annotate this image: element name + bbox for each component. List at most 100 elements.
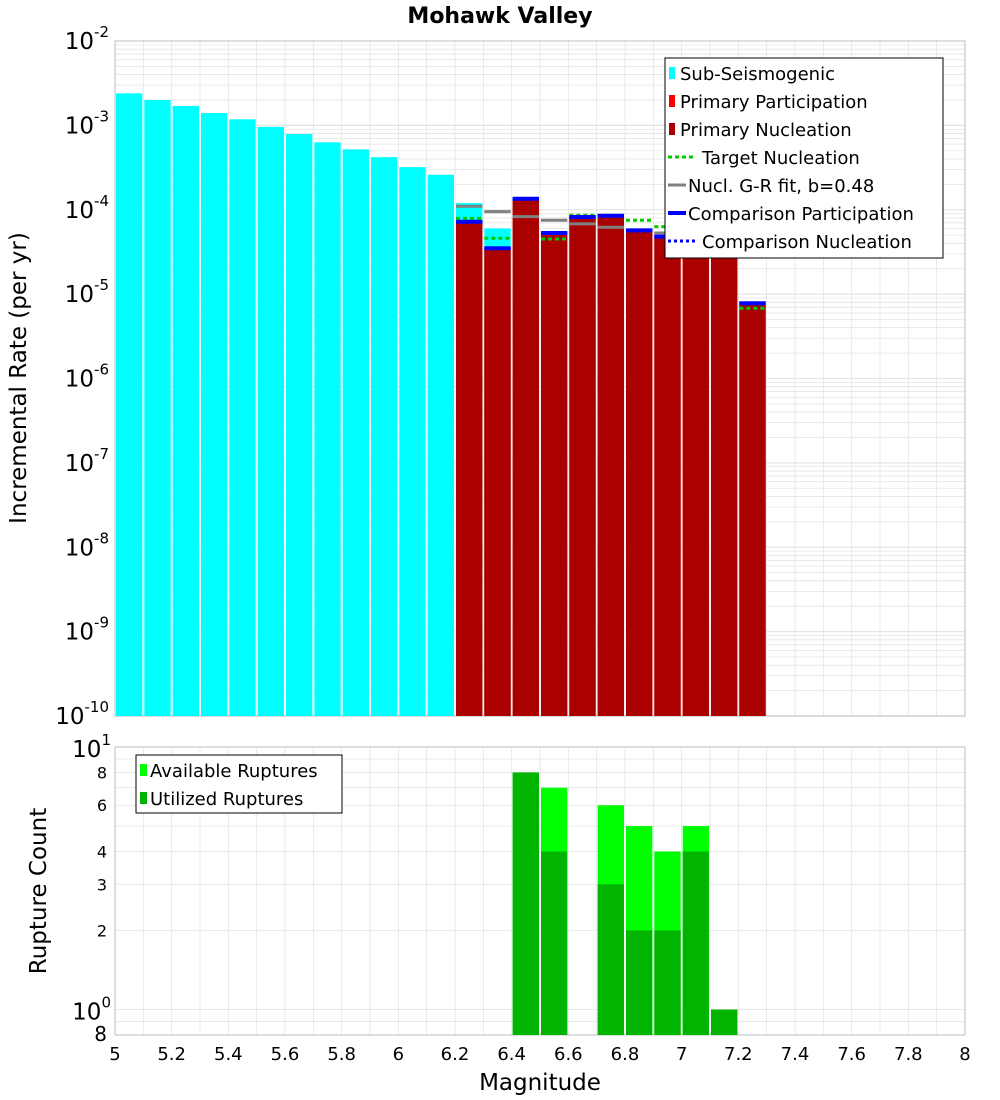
primary-nucleation-bar xyxy=(626,230,653,716)
x-tick-label: 7.8 xyxy=(894,1044,923,1065)
utilized-ruptures-bar xyxy=(654,930,681,1035)
top-y-tick-base: 10 xyxy=(65,367,94,393)
bottom-y-tick-label: 6 xyxy=(97,796,107,815)
utilized-ruptures-bar xyxy=(597,884,624,1035)
legend-swatch-primary-nucleation xyxy=(669,123,675,135)
bottom-y-major-tick: 101 xyxy=(72,731,111,763)
top-y-tick-base: 10 xyxy=(65,620,94,646)
bottom-y-major-tick: 100 xyxy=(72,994,111,1026)
utilized-ruptures-bar xyxy=(711,1009,738,1035)
sub-seismogenic-bar xyxy=(342,149,369,716)
x-tick-label: 6 xyxy=(393,1044,404,1065)
top-y-tick-base: 10 xyxy=(65,451,94,477)
x-tick-label: 7.2 xyxy=(724,1044,753,1065)
primary-nucleation-bar xyxy=(569,217,596,716)
primary-nucleation-bar xyxy=(512,198,539,717)
top-y-tick-exponent: -7 xyxy=(94,445,109,463)
sub-seismogenic-bar xyxy=(314,142,341,716)
primary-nucleation-bar xyxy=(456,221,483,716)
legend-label: Comparison Nucleation xyxy=(702,232,912,253)
top-y-tick-exponent: -9 xyxy=(94,614,109,632)
top-y-tick-label: 10-4 xyxy=(65,192,109,224)
top-plot-frame xyxy=(114,40,966,717)
bottom-plot-frame xyxy=(114,746,966,1036)
top-y-tick-exponent: -3 xyxy=(94,107,109,125)
x-ticks: 5 5.2 5.4 5.6 5.8 6 6.2 6.4 6.6 6.8 7 7.2 7.4 7.6 7.8 8 xyxy=(109,1044,970,1065)
x-tick-label: 5.8 xyxy=(327,1044,356,1065)
legend-label: Comparison Participation xyxy=(688,204,914,225)
top-grid xyxy=(114,41,966,717)
primary-nucleation-bar xyxy=(739,304,766,716)
bottom-y-tick-label: 4 xyxy=(97,842,107,861)
top-y-tick-base: 10 xyxy=(55,704,84,730)
sub-seismogenic-bar xyxy=(201,113,228,716)
top-y-tick-exponent: -6 xyxy=(94,361,109,379)
bottom-y-tick-label: 3 xyxy=(97,875,107,894)
x-tick-label: 6.6 xyxy=(554,1044,583,1065)
top-y-tick-label: 10-3 xyxy=(65,107,109,139)
bottom-legend-box xyxy=(135,754,343,814)
top-y-tick-base: 10 xyxy=(65,535,94,561)
x-axis-label: Magnitude xyxy=(479,1070,601,1096)
chart-title: Mohawk Valley xyxy=(407,4,592,29)
top-y-tick-base: 10 xyxy=(65,198,94,224)
x-tick-label: 5 xyxy=(109,1044,120,1065)
bottom-bars xyxy=(512,772,738,1035)
primary-nucleation-bar xyxy=(711,240,738,717)
x-tick-label: 7.6 xyxy=(837,1044,866,1065)
bottom-y-major-base: 10 xyxy=(72,1000,101,1026)
primary-nucleation-bar xyxy=(654,236,681,716)
top-y-tick-label: 10-8 xyxy=(65,529,109,561)
bottom-y-major-exponent: 1 xyxy=(101,731,111,749)
bottom-y-tick-label: 2 xyxy=(97,922,107,941)
sub-seismogenic-bar xyxy=(257,126,284,717)
bottom-legend: Available Ruptures Utilized Ruptures xyxy=(135,754,343,814)
legend-label: Primary Nucleation xyxy=(680,120,852,141)
sub-seismogenic-bar xyxy=(229,119,256,717)
x-tick-label: 5.2 xyxy=(157,1044,186,1065)
legend-swatch-utilized xyxy=(140,792,147,804)
top-legend: Sub-Seismogenic Primary Participation Prim… xyxy=(664,57,944,259)
sub-seismogenic-bar xyxy=(286,134,313,717)
bottom-y-axis-label: Rupture Count xyxy=(26,808,52,974)
utilized-ruptures-bar xyxy=(512,772,539,1035)
x-tick-label: 7.4 xyxy=(781,1044,810,1065)
primary-nucleation-bar xyxy=(484,248,511,717)
legend-label: Nucl. G-R fit, b=0.48 xyxy=(688,176,874,197)
legend-swatch-sub-seismogenic xyxy=(669,67,675,79)
primary-nucleation-bar xyxy=(682,236,709,716)
bottom-y-major-exponent: 0 xyxy=(101,994,111,1012)
legend-label: Sub-Seismogenic xyxy=(680,64,835,85)
sub-seismogenic-bar xyxy=(371,157,398,717)
bottom-y-tick-label: 8 xyxy=(97,763,107,782)
primary-nucleation-bar xyxy=(597,215,624,717)
legend-label: Primary Participation xyxy=(680,92,868,113)
sub-seismogenic-bar xyxy=(172,105,199,717)
x-tick-label: 5.4 xyxy=(214,1044,243,1065)
x-tick-label: 8 xyxy=(959,1044,970,1065)
legend-label: Utilized Ruptures xyxy=(150,789,303,810)
top-y-tick-exponent: -10 xyxy=(85,698,110,716)
top-y-tick-label: 10-9 xyxy=(65,614,109,646)
top-y-tick-base: 10 xyxy=(65,282,94,308)
top-bars xyxy=(116,93,766,717)
top-y-tick-label: 10-6 xyxy=(65,361,109,393)
top-y-tick-label: 10-7 xyxy=(65,445,109,477)
x-tick-label: 6.2 xyxy=(441,1044,470,1065)
x-tick-label: 6.8 xyxy=(611,1044,640,1065)
utilized-ruptures-bar xyxy=(626,930,653,1035)
legend-label: Target Nucleation xyxy=(701,148,860,169)
top-y-tick-base: 10 xyxy=(65,29,94,55)
sub-seismogenic-bar xyxy=(144,99,171,717)
x-tick-label: 7 xyxy=(676,1044,687,1065)
x-tick-label: 6.4 xyxy=(497,1044,526,1065)
sub-seismogenic-bar xyxy=(116,93,143,716)
top-y-tick-label: 10-2 xyxy=(65,23,109,55)
sub-seismogenic-bar xyxy=(427,174,454,716)
bottom-y-major-base: 10 xyxy=(72,737,101,763)
legend-swatch-available xyxy=(140,764,147,776)
utilized-ruptures-bar xyxy=(541,851,568,1035)
legend-swatch-primary-participation xyxy=(669,95,675,107)
